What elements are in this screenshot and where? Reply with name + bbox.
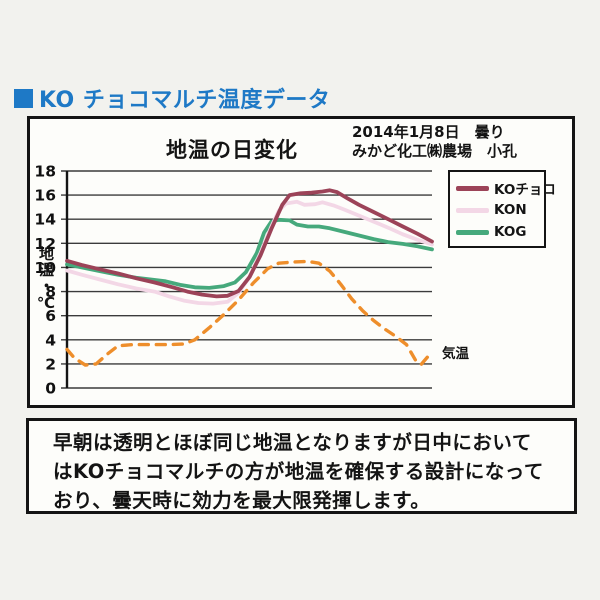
plot-svg: 0 2 4 6 8 10 12 14 16 18 気温 bbox=[34, 163, 469, 398]
chart-date-line2: みかど化工㈱農場 小孔 bbox=[352, 142, 518, 160]
legend-item-kon: KON bbox=[456, 199, 544, 221]
svg-text:12: 12 bbox=[34, 235, 56, 253]
legend-item-kog: KOG bbox=[456, 221, 544, 243]
page-title: KO チョコマルチ温度データ bbox=[14, 82, 330, 114]
legend-swatch-kon bbox=[456, 207, 489, 213]
air-temp-label: 気温 bbox=[442, 345, 469, 362]
legend-label-kog: KOG bbox=[494, 224, 527, 240]
note-box: 早朝は透明とほぼ同じ地温となりますが日中において はKOチョコマルチの方が地温を… bbox=[26, 418, 577, 514]
note-line-2: はKOチョコマルチの方が地温を確保する設計になって bbox=[53, 460, 544, 483]
svg-text:14: 14 bbox=[34, 211, 56, 229]
chart-date-block: 2014年1月8日 曇り みかど化工㈱農場 小孔 bbox=[352, 123, 517, 161]
svg-text:10: 10 bbox=[34, 259, 56, 277]
svg-text:6: 6 bbox=[45, 307, 56, 325]
chart-date-line1: 2014年1月8日 曇り bbox=[352, 123, 505, 141]
svg-text:8: 8 bbox=[45, 283, 56, 301]
legend-item-ko-choco: KOチョコ bbox=[456, 177, 556, 199]
svg-text:0: 0 bbox=[45, 380, 56, 398]
chart-legend: KOチョコ KON KOG bbox=[448, 170, 556, 248]
svg-text:2: 2 bbox=[45, 355, 56, 373]
chart-panel: 0 2 4 6 8 10 12 14 16 18 気温 地温の日変化 2014年1月8日 曇り みか… bbox=[27, 116, 575, 408]
page-title-text: KO チョコマルチ温度データ bbox=[39, 88, 331, 113]
svg-text:16: 16 bbox=[34, 187, 56, 205]
svg-text:18: 18 bbox=[34, 163, 56, 181]
note-line-1: 早朝は透明とほぼ同じ地温となりますが日中において bbox=[53, 431, 532, 454]
title-square-icon bbox=[14, 88, 33, 108]
legend-label-ko-choco: KOチョコ bbox=[494, 182, 556, 198]
svg-text:4: 4 bbox=[45, 331, 56, 349]
legend-swatch-kog bbox=[456, 229, 489, 235]
legend-label-kon: KON bbox=[494, 202, 527, 218]
chart-title: 地温の日変化 bbox=[166, 138, 298, 162]
note-line-3: おり、曇天時に効力を最大限発揮します。 bbox=[53, 489, 431, 512]
y-axis-title: 地温・℃ bbox=[37, 246, 55, 313]
legend-swatch-ko-choco bbox=[456, 185, 489, 191]
